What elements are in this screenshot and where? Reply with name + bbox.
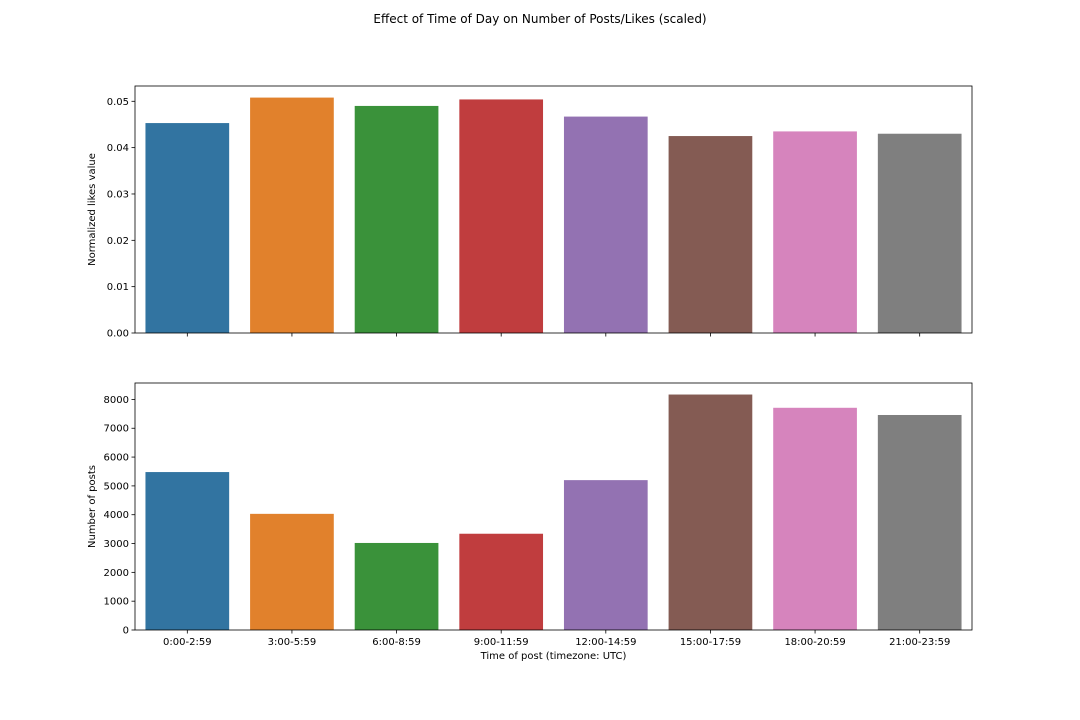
ytick-label-1-4: 0.03 [107, 189, 129, 200]
ytick-label-2-5: 4000 [104, 510, 129, 521]
bar-1-2 [250, 97, 334, 333]
bar-2-5 [563, 480, 648, 630]
bar-1-4 [459, 99, 544, 333]
axes-frame-1 [134, 85, 973, 334]
bar-1-1 [145, 123, 230, 333]
ytick-label-2-4: 3000 [104, 539, 129, 550]
bar-2-3 [354, 542, 439, 630]
bar-1-7 [773, 131, 857, 333]
y-axis-label-2: Number of posts [87, 465, 98, 548]
xtick-label-2-5: 12:00-14:59 [575, 637, 636, 648]
xtick-label-2-6: 15:00-17:59 [680, 637, 741, 648]
ytick-label-2-8: 7000 [104, 424, 129, 435]
axes-frame-2 [134, 382, 973, 631]
xtick-label-2-2: 3:00-5:59 [268, 637, 317, 648]
ytick-label-2-7: 6000 [104, 453, 129, 464]
x-axis-label-2: Time of post (timezone: UTC) [480, 651, 627, 662]
ytick-label-2-9: 8000 [104, 395, 129, 406]
ytick-label-1-3: 0.02 [107, 236, 129, 247]
bar-1-8 [877, 133, 962, 333]
bar-2-1 [145, 472, 230, 630]
bar-2-8 [877, 414, 962, 630]
ytick-label-2-3: 2000 [104, 568, 129, 579]
ytick-label-1-2: 0.01 [107, 282, 129, 293]
ytick-label-2-6: 5000 [104, 481, 129, 492]
xtick-label-2-7: 18:00-20:59 [784, 637, 845, 648]
ytick-label-1-1: 0.00 [107, 329, 129, 340]
bar-1-5 [563, 116, 648, 333]
ytick-label-2-2: 1000 [104, 597, 129, 608]
ytick-label-1-6: 0.05 [107, 97, 129, 108]
plots-group: 0.00 0.01 0.02 0.03 0.04 0.05 Normalized likes… [87, 85, 973, 662]
bar-2-6 [668, 394, 753, 630]
xtick-label-2-4: 9:00-11:59 [474, 637, 529, 648]
bar-2-4 [459, 533, 544, 630]
figure-suptitle: Effect of Time of Day on Number of Posts… [373, 12, 706, 26]
bar-1-6 [668, 136, 753, 333]
subplot-1: 0.00 0.01 0.02 0.03 0.04 0.05 Normalized likes… [87, 85, 973, 340]
bar-2-7 [773, 407, 857, 630]
bar-2-2 [250, 513, 334, 630]
xtick-label-2-1: 0:00-2:59 [163, 637, 212, 648]
ytick-label-2-1: 0 [123, 626, 129, 637]
bar-1-3 [354, 105, 439, 334]
y-axis-label-1: Normalized likes value [87, 153, 98, 266]
xtick-label-2-8: 21:00-23:59 [889, 637, 950, 648]
subplot-2: 0 1000 2000 3000 4000 5000 6000 7000 8000 0:00-2:… [87, 382, 973, 662]
ytick-label-1-5: 0.04 [107, 143, 129, 154]
xtick-label-2-3: 6:00-8:59 [372, 637, 421, 648]
